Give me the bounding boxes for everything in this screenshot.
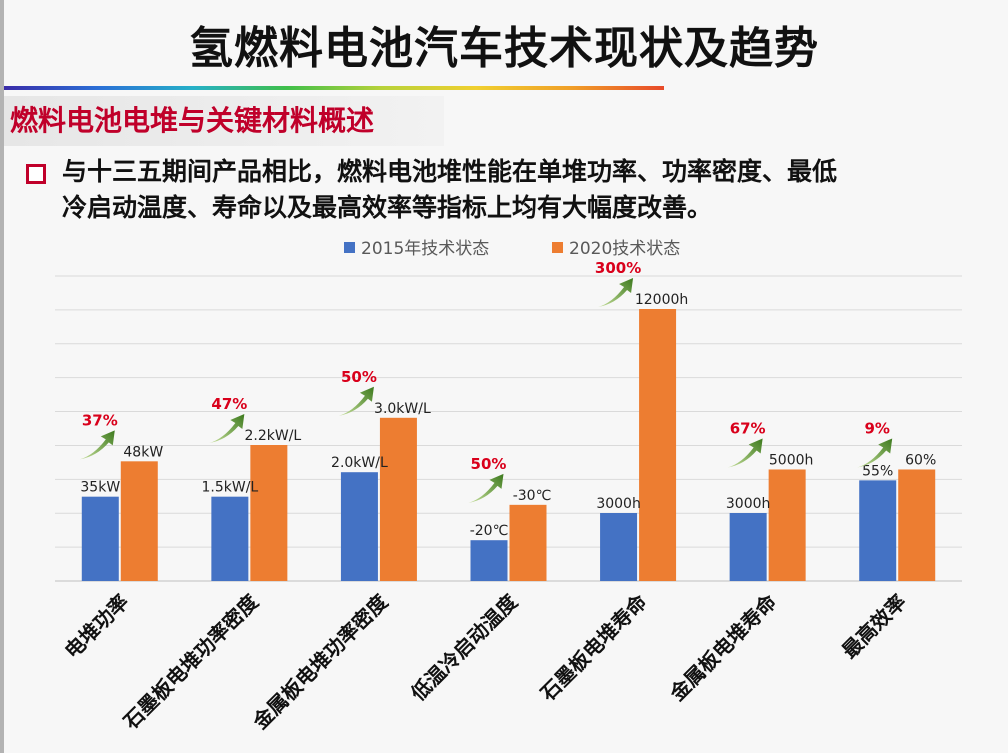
data-label-2015: 3000h — [596, 496, 641, 512]
bar-2015 — [470, 540, 508, 581]
data-label-2015: 1.5kW/L — [201, 480, 258, 496]
improvement-label: 50% — [471, 455, 507, 473]
data-label-2020: 5000h — [769, 452, 814, 468]
category-label: 石墨板电堆寿命 — [535, 589, 652, 706]
bar-2015 — [600, 513, 638, 581]
category-label: 最高效率 — [837, 590, 911, 664]
bullet-text: 与十三五期间产品相比，燃料电池堆性能在单堆功率、功率密度、最低 冷启动温度、寿命… — [62, 154, 962, 226]
improvement-label: 47% — [211, 395, 247, 413]
improvement-label: 9% — [864, 419, 889, 437]
data-label-2015: 55% — [862, 463, 893, 479]
data-label-2020: 3.0kW/L — [374, 401, 431, 417]
data-label-2020: 60% — [905, 452, 936, 468]
chart-legend: 2015年技术状态 2020技术状态 — [344, 239, 680, 259]
data-label-2015: -20℃ — [470, 523, 509, 539]
bar-2020 — [639, 309, 677, 581]
bar-2015 — [81, 496, 119, 581]
data-label-2020: 2.2kW/L — [244, 428, 301, 444]
bar-2020 — [120, 461, 158, 581]
section-subtitle: 燃料电池电堆与关键材料概述 — [4, 96, 444, 146]
data-label-2015: 2.0kW/L — [331, 455, 388, 471]
growth-arrow-icon — [468, 473, 504, 503]
page-title: 氢燃料电池汽车技术现状及趋势 — [189, 23, 819, 74]
improvement-label: 37% — [82, 411, 118, 429]
legend-label-2020: 2020技术状态 — [569, 239, 680, 259]
legend-label-2015: 2015年技术状态 — [361, 239, 489, 259]
data-label-2020: 12000h — [635, 292, 688, 308]
category-label: 低温冷启动温度 — [405, 589, 522, 706]
bar-2020 — [250, 445, 288, 581]
category-label: 金属板电堆寿命 — [665, 589, 782, 706]
bullet-line-2: 冷启动温度、寿命以及最高效率等指标上均有大幅度改善。 — [62, 193, 713, 222]
bar-2020 — [768, 469, 806, 581]
growth-arrow-icon — [857, 438, 893, 468]
bar-2015 — [729, 513, 767, 581]
category-label: 电堆功率 — [60, 590, 134, 664]
category-label: 石墨板电堆功率密度 — [118, 589, 264, 735]
data-label-2020: -30℃ — [513, 488, 552, 504]
growth-arrow-icon — [79, 430, 115, 460]
improvement-label: 50% — [341, 368, 377, 386]
bar-2015 — [340, 472, 378, 581]
data-label-2015: 3000h — [726, 496, 771, 512]
bar-2020 — [379, 417, 417, 581]
bullet-line-1: 与十三五期间产品相比，燃料电池堆性能在单堆功率、功率密度、最低 — [62, 157, 838, 186]
data-label-2020: 48kW — [123, 444, 163, 460]
left-border — [0, 0, 4, 753]
bar-2020 — [898, 469, 936, 581]
improvement-label: 300% — [595, 259, 641, 277]
legend-swatch-2015 — [344, 242, 355, 253]
bar-2015 — [859, 480, 897, 581]
growth-arrow-icon — [598, 278, 634, 307]
category-label: 金属板电堆功率密度 — [248, 589, 394, 735]
bar-2020 — [509, 504, 547, 581]
improvement-label: 67% — [730, 419, 766, 437]
growth-arrow-icon — [727, 438, 763, 468]
bullet-square-icon — [26, 164, 46, 184]
growth-arrow-icon — [209, 414, 245, 443]
rainbow-divider — [4, 86, 664, 90]
bar-2015 — [211, 496, 249, 581]
legend-swatch-2020 — [552, 242, 563, 253]
growth-arrow-icon — [338, 386, 374, 416]
data-label-2015: 35kW — [80, 480, 120, 496]
